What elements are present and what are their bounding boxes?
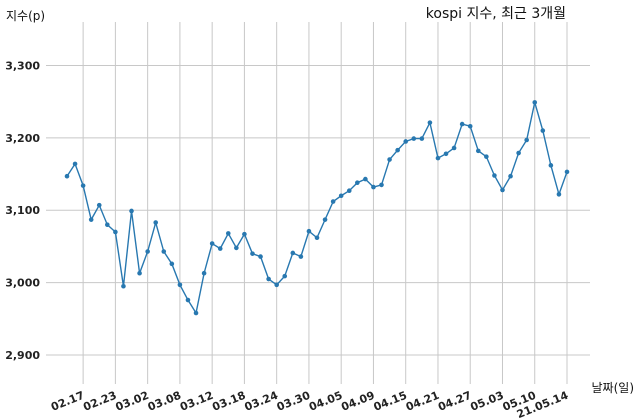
data-point (169, 261, 175, 267)
data-point (346, 188, 352, 193)
data-point (96, 202, 102, 208)
x-axis-label: 날짜(일) (592, 381, 634, 395)
data-point (185, 297, 191, 303)
data-point (540, 128, 546, 133)
data-point (290, 250, 296, 256)
data-point (282, 273, 288, 279)
data-point (145, 249, 150, 254)
data-point (88, 217, 94, 222)
y-tick-label: 3,100 (5, 204, 40, 217)
data-point (137, 270, 142, 276)
data-point (266, 276, 271, 282)
data-point (225, 231, 231, 236)
data-point (387, 157, 392, 162)
data-point (209, 241, 215, 246)
data-point (177, 282, 183, 288)
data-point (217, 246, 223, 251)
data-point (161, 249, 167, 254)
data-point (443, 151, 449, 157)
data-point (492, 173, 497, 178)
data-point (403, 139, 409, 144)
data-point (250, 251, 255, 256)
grid (46, 22, 590, 384)
data-point (500, 187, 505, 193)
data-point (80, 183, 86, 188)
data-point (395, 147, 400, 153)
data-point (484, 154, 489, 159)
data-point (113, 229, 118, 235)
data-point (258, 254, 263, 259)
data-point (467, 123, 473, 129)
data-point (556, 192, 562, 197)
data-point (129, 208, 134, 214)
data-point (355, 180, 360, 186)
data-point (564, 169, 570, 175)
data-point (105, 222, 110, 228)
data-point (475, 148, 481, 154)
data-point (314, 235, 320, 241)
data-point (435, 155, 441, 161)
data-point (411, 136, 417, 141)
y-tick-label: 3,200 (5, 132, 40, 145)
data-point (298, 254, 304, 259)
data-point (338, 193, 344, 199)
data-point (234, 245, 239, 251)
data-point (516, 150, 521, 156)
data-point (322, 217, 328, 222)
data-point (363, 176, 368, 182)
data-point (532, 100, 538, 105)
y-axis-label: 지수(p) (6, 9, 45, 23)
data-point (427, 120, 433, 125)
data-point (274, 282, 279, 288)
data-point (459, 121, 465, 127)
data-points (64, 100, 570, 316)
data-point (153, 220, 159, 225)
x-axis-ticks: 02.1702.2303.0203.0803.1203.1803.2403.30… (49, 389, 570, 418)
data-point (524, 137, 529, 143)
y-axis-ticks: 2,900 3,000 3,100 3,200 3,300 (5, 59, 40, 362)
y-tick-label: 3,000 (5, 277, 40, 290)
y-tick-label: 3,300 (5, 59, 40, 72)
data-point (72, 161, 78, 167)
y-tick-label: 2,900 (5, 349, 40, 362)
data-point (419, 136, 425, 141)
chart-title: kospi 지수, 최근 3개월 (426, 6, 566, 22)
data-point (548, 163, 554, 168)
data-point (451, 145, 457, 151)
data-point (508, 173, 513, 179)
data-point (121, 283, 126, 289)
data-point (306, 228, 312, 234)
data-point (242, 231, 247, 237)
plot-area (46, 22, 590, 384)
data-point (379, 182, 384, 188)
data-point (330, 199, 336, 204)
data-point (201, 270, 207, 276)
data-point (193, 310, 199, 316)
data-point (64, 173, 70, 179)
data-point (371, 184, 376, 190)
